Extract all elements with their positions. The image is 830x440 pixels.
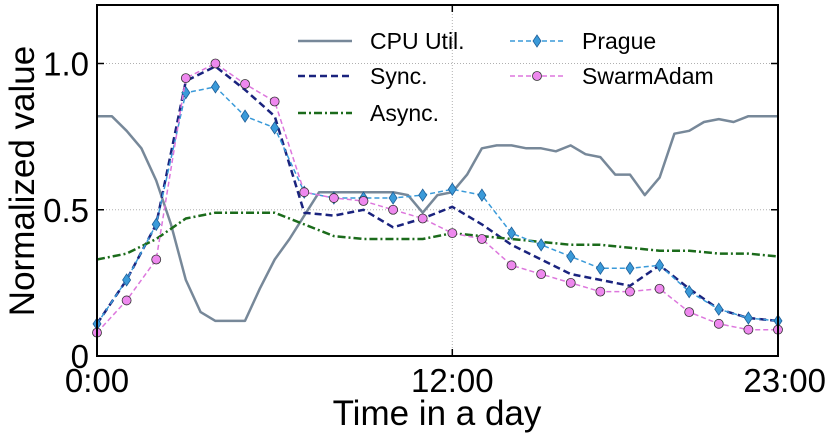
point-swarmadam (358, 196, 369, 206)
plot-frame (96, 4, 779, 357)
point-swarmadam (595, 286, 606, 297)
point-swarmadam (151, 254, 162, 265)
point-swarmadam (269, 96, 280, 107)
point-swarmadam (565, 277, 576, 288)
point-prague (625, 261, 635, 275)
point-prague (566, 249, 576, 264)
series-sync (95, 65, 779, 325)
point-prague (240, 109, 250, 123)
point-swarmadam (654, 283, 665, 294)
series-line-cpu-util (97, 114, 778, 323)
legend: CPU Util. Sync. Async. Prague SwarmAdam (298, 28, 714, 126)
legend-label-async: Async. (370, 100, 439, 126)
point-prague (270, 121, 280, 135)
grid (97, 5, 778, 356)
x-tick-label: 12:00 (411, 362, 494, 399)
point-swarmadam (684, 307, 695, 318)
point-swarmadam (477, 234, 487, 244)
point-prague (122, 273, 132, 287)
legend-entry-cpu-util: CPU Util. (298, 28, 465, 54)
point-swarmadam (447, 228, 458, 239)
point-swarmadam (743, 324, 754, 335)
y-tick-label: 0 (71, 338, 89, 375)
point-swarmadam (388, 204, 398, 215)
series-line-async (96, 211, 779, 261)
legend-entry-prague: Prague (510, 28, 656, 54)
legend-entry-async: Async. (298, 100, 439, 126)
legend-label-sync: Sync. (370, 63, 428, 89)
point-prague (655, 258, 665, 273)
point-prague (595, 261, 605, 275)
point-swarmadam (328, 193, 339, 203)
point-swarmadam (180, 73, 191, 84)
point-prague (151, 217, 161, 232)
legend-marker-swarmadam (532, 71, 542, 81)
legend-label-swarmadam: SwarmAdam (582, 63, 714, 89)
point-swarmadam (506, 260, 517, 271)
point-prague (388, 191, 398, 205)
point-prague (743, 311, 753, 325)
y-tick-label: 0.5 (43, 192, 89, 229)
series-line-sync (95, 65, 779, 325)
point-swarmadam (240, 79, 250, 89)
point-swarmadam (625, 286, 635, 297)
point-swarmadam (536, 269, 547, 280)
point-swarmadam (299, 187, 310, 198)
point-prague (210, 80, 220, 94)
series-layer (92, 58, 783, 338)
y-tick-label: 1.0 (43, 46, 89, 83)
point-swarmadam (121, 295, 132, 306)
point-prague (536, 238, 546, 252)
series-line-prague (96, 86, 779, 325)
series-async (96, 211, 779, 261)
legend-marker-prague (532, 34, 542, 48)
legend-label-cpu-util: CPU Util. (370, 28, 465, 54)
point-prague (418, 188, 428, 202)
point-prague (507, 226, 517, 240)
series-line-swarmadam (96, 62, 778, 334)
point-prague (447, 182, 457, 196)
y-axis-label: Normalized value (3, 46, 42, 316)
series-cpu-util (97, 114, 778, 323)
point-swarmadam (210, 58, 221, 69)
point-prague (714, 302, 724, 316)
x-axis-label: Time in a day (333, 394, 542, 433)
axis-ticks: 0 0.5 1.0 0:00 12:00 23:00 (43, 5, 826, 399)
x-tick-label: 23:00 (743, 362, 826, 399)
point-prague (684, 284, 694, 299)
point-prague (477, 188, 487, 202)
point-swarmadam (417, 213, 428, 224)
series-swarmadam (92, 58, 783, 338)
legend-entry-sync: Sync. (298, 63, 428, 89)
legend-entry-swarmadam: SwarmAdam (510, 63, 714, 89)
point-swarmadam (713, 318, 724, 329)
legend-label-prague: Prague (582, 28, 656, 54)
x-tick-label: 0:00 (65, 362, 129, 399)
